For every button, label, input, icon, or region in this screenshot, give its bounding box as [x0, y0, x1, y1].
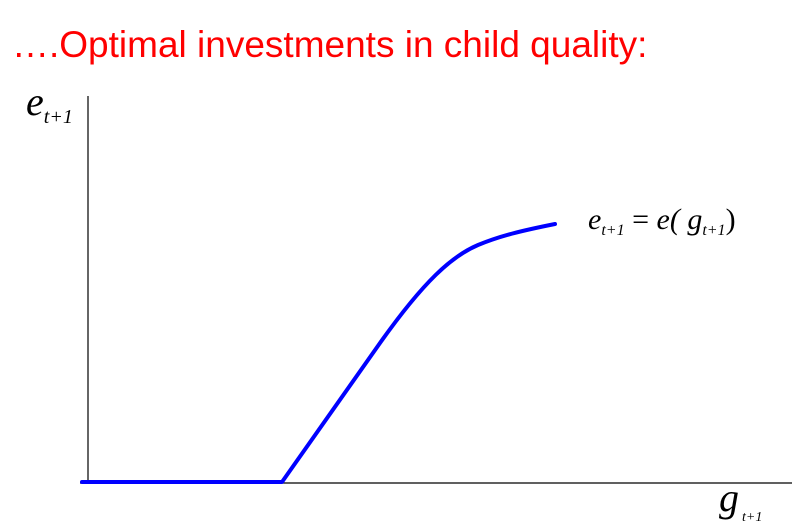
curve-label-lhs-subscript: t+1	[601, 222, 625, 239]
x-axis-symbol: g	[719, 475, 739, 520]
curve-equation-label: et+1 = e( gt+1)	[588, 203, 736, 240]
y-axis-subscript: t+1	[43, 106, 73, 128]
slide-title: ….Optimal investments in child quality:	[12, 24, 648, 65]
optimal-investment-curve	[80, 222, 557, 484]
y-axis-label: et+1	[26, 78, 73, 129]
curve-label-lhs: e	[588, 203, 602, 236]
x-axis-subscript: t+1	[742, 510, 763, 525]
curve-label-function: e(	[656, 203, 680, 236]
curve-label-arg-subscript: t+1	[702, 222, 726, 239]
curve-label-arg: g	[687, 203, 703, 236]
curve-label-close: )	[725, 203, 736, 236]
y-axis-symbol: e	[26, 79, 44, 124]
x-axis-label: g t+1	[719, 474, 762, 526]
curve-label-equals: =	[632, 203, 649, 236]
